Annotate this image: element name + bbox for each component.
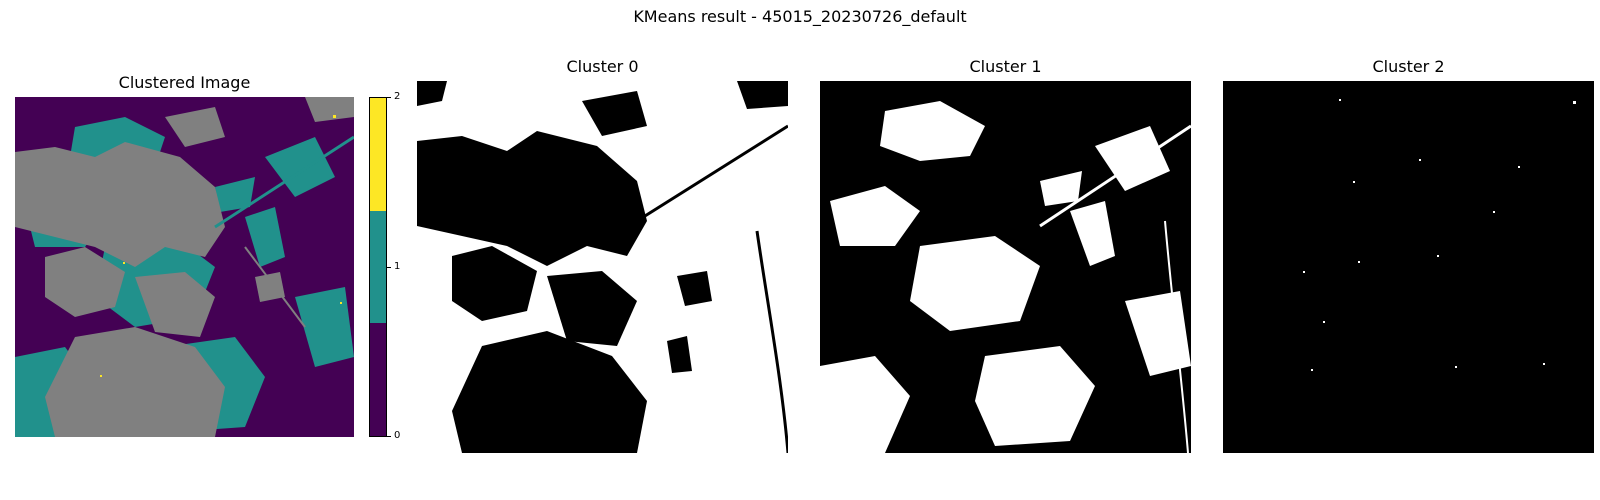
colorbar-tick-0 (387, 436, 391, 437)
cluster-0-mask (417, 81, 788, 453)
colorbar-label-0: 0 (394, 430, 401, 441)
colorbar (369, 97, 387, 437)
cluster-1-title: Cluster 1 (969, 57, 1042, 76)
cluster-0-title: Cluster 0 (566, 57, 639, 76)
cluster-2-mask (1223, 81, 1594, 453)
colorbar-segment-2 (370, 98, 386, 211)
colorbar-tick-1 (387, 267, 391, 268)
cluster-2-title: Cluster 2 (1372, 57, 1445, 76)
colorbar-segment-0 (370, 323, 386, 437)
colorbar-tick-2 (387, 97, 391, 98)
clustered-image-title: Clustered Image (118, 73, 251, 92)
figure-title: KMeans result - 45015_20230726_default (633, 7, 967, 26)
cluster-1-mask (820, 81, 1191, 453)
colorbar-label-1: 1 (394, 261, 401, 272)
colorbar-label-2: 2 (394, 91, 401, 102)
clustered-image (15, 97, 354, 437)
colorbar-segment-1 (370, 210, 386, 324)
